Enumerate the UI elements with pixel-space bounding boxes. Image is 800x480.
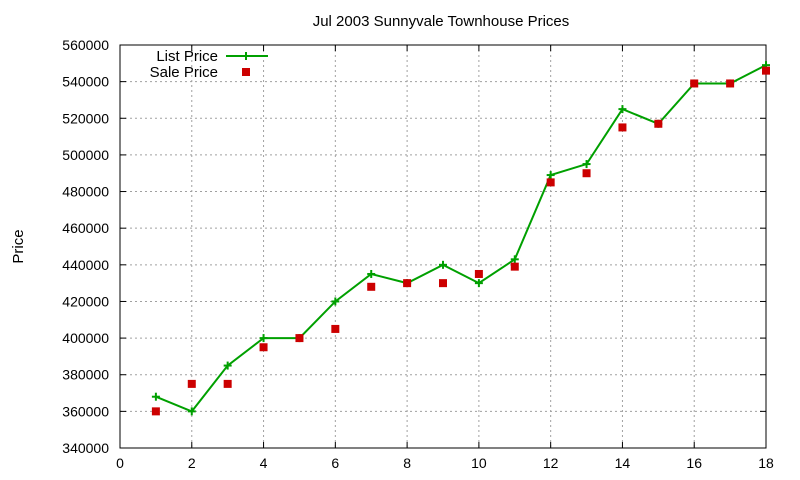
sale-price-point [151, 407, 160, 416]
sale-price-point [403, 279, 412, 288]
sale-price-point [223, 379, 232, 388]
y-tick-label: 360000 [62, 403, 109, 419]
x-tick-label: 8 [403, 455, 411, 471]
axis-ticks [119, 44, 767, 449]
y-axis-title: Price [10, 229, 27, 263]
sale-price-point [295, 334, 304, 343]
x-tick-label: 0 [116, 455, 124, 471]
x-tick-label: 14 [615, 455, 631, 471]
list-price-point [187, 407, 196, 416]
y-tick-label: 560000 [62, 37, 109, 53]
sale-price-point [331, 324, 340, 333]
x-tick-label: 4 [260, 455, 268, 471]
y-tick-label: 540000 [62, 74, 109, 90]
x-tick-label: 10 [471, 455, 487, 471]
y-tick-label: 420000 [62, 293, 109, 309]
list-price-point [618, 105, 627, 114]
sale-price-point [187, 379, 196, 388]
y-tick-label: 480000 [62, 184, 109, 200]
list-price-point [439, 260, 447, 269]
sale-price-point [582, 169, 591, 178]
sale-price-point [259, 343, 268, 352]
sale-price-point [546, 178, 555, 187]
list-price-point [474, 279, 483, 288]
list-price-point [510, 255, 519, 264]
sale-price-point [439, 279, 447, 288]
sale-price-point [726, 79, 735, 88]
legend-swatch-sale-price [242, 68, 250, 76]
list-price-point [151, 392, 160, 401]
list-price-point [259, 334, 268, 343]
sale-price-point [690, 79, 699, 88]
sale-price-point [367, 282, 376, 291]
grid-lines [120, 45, 766, 448]
legend-label-list-price: List Price [156, 48, 218, 65]
y-tick-label: 440000 [62, 257, 109, 273]
legend-label-sale-price: Sale Price [150, 64, 218, 81]
x-tick-label: 16 [686, 455, 702, 471]
sale-price-point [474, 269, 483, 278]
plot-frame [119, 44, 767, 449]
y-axis-tick-labels: 340000 360000 380000 400000 420000 440000 4600… [62, 37, 109, 456]
x-axis-tick-labels: 0 2 4 6 8 10 12 14 16 18 [116, 455, 774, 471]
list-price-point [331, 297, 340, 306]
x-tick-label: 12 [543, 455, 559, 471]
legend-swatch-list-price [226, 52, 268, 60]
sale-price-point [618, 123, 627, 132]
y-tick-label: 400000 [62, 330, 109, 346]
y-tick-label: 460000 [62, 220, 109, 236]
legend-swatches [226, 52, 268, 76]
list-price-point [367, 269, 376, 278]
x-tick-label: 18 [758, 455, 774, 471]
x-tick-label: 2 [188, 455, 196, 471]
list-price-point [582, 160, 591, 169]
sale-price-point [510, 262, 519, 271]
list-price-point [546, 171, 555, 180]
sale-price-point [762, 66, 770, 75]
y-tick-label: 380000 [62, 367, 109, 383]
chart-title: Jul 2003 Sunnyvale Townhouse Prices [313, 13, 570, 30]
x-tick-label: 6 [331, 455, 339, 471]
sale-price-point [654, 119, 663, 128]
list-price-line [155, 64, 767, 413]
list-price-point [223, 361, 232, 370]
legend-plus-marker [242, 52, 250, 60]
y-tick-label: 500000 [62, 147, 109, 163]
y-tick-label: 520000 [62, 110, 109, 126]
y-tick-label: 340000 [62, 440, 109, 456]
legend: List Price Sale Price [150, 48, 268, 81]
series-layer [151, 61, 770, 416]
